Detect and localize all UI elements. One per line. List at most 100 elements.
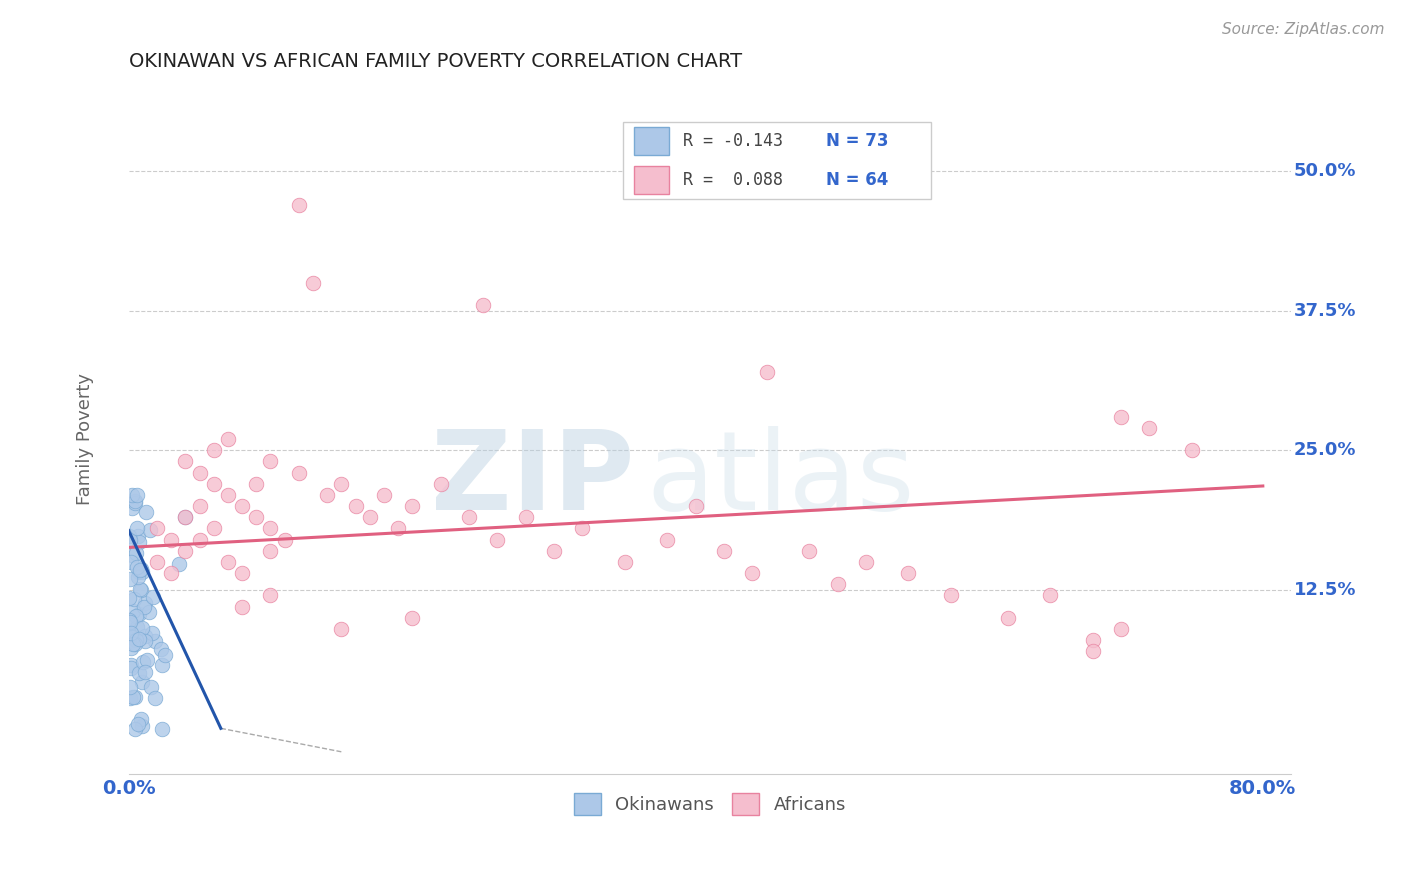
Point (657, 533, 679, 547)
Point (273, 533, 295, 547)
Point (146, 521, 169, 535)
Point (138, 606, 160, 620)
Point (259, 543, 281, 558)
Point (288, 466, 311, 480)
Point (118, 613, 141, 627)
Point (939, 589, 962, 603)
Text: ZIP: ZIP (432, 425, 634, 533)
Point (120, 640, 142, 655)
Point (120, 661, 142, 675)
Text: R = -0.143: R = -0.143 (683, 132, 783, 151)
Point (160, 533, 183, 547)
Point (121, 501, 143, 516)
Point (316, 488, 339, 502)
Point (231, 599, 253, 614)
Text: OKINAWAN VS AFRICAN FAMILY POVERTY CORRELATION CHART: OKINAWAN VS AFRICAN FAMILY POVERTY CORRE… (129, 52, 742, 70)
Point (202, 521, 225, 535)
Text: 50.0%: 50.0% (1294, 162, 1355, 180)
Point (124, 592, 146, 607)
Point (124, 496, 146, 510)
Point (1181, 443, 1204, 458)
Point (120, 628, 142, 642)
Legend: Okinawans, Africans: Okinawans, Africans (567, 786, 853, 822)
Point (217, 488, 239, 502)
Point (131, 566, 153, 580)
Point (135, 505, 157, 519)
Point (127, 521, 149, 535)
Text: Family Poverty: Family Poverty (76, 373, 94, 505)
Point (125, 632, 148, 647)
Point (344, 499, 367, 513)
Point (1137, 421, 1160, 435)
Point (134, 665, 156, 680)
Point (188, 533, 211, 547)
Point (202, 443, 225, 458)
Point (330, 622, 353, 636)
Text: atlas: atlas (645, 425, 914, 533)
Point (713, 543, 735, 558)
Text: 25.0%: 25.0% (1294, 442, 1355, 459)
Point (127, 717, 149, 731)
Point (401, 611, 423, 625)
Point (1109, 409, 1132, 424)
Point (139, 680, 162, 694)
Point (121, 549, 143, 563)
Point (897, 566, 920, 580)
Point (120, 533, 142, 547)
Point (141, 625, 163, 640)
Point (741, 566, 763, 580)
Point (288, 197, 311, 211)
Point (174, 510, 197, 524)
Point (128, 535, 150, 549)
Point (174, 454, 197, 468)
Point (136, 653, 159, 667)
Point (1109, 622, 1132, 636)
Point (202, 476, 225, 491)
Point (429, 476, 451, 491)
Point (129, 712, 152, 726)
Point (217, 432, 239, 446)
Point (127, 529, 149, 543)
Text: 37.5%: 37.5% (1294, 301, 1355, 319)
Point (150, 658, 173, 673)
Point (121, 604, 143, 618)
Point (231, 499, 253, 513)
Point (129, 563, 152, 577)
Point (827, 577, 849, 591)
Point (134, 629, 156, 643)
Point (259, 521, 281, 535)
Point (121, 630, 143, 644)
Text: R =  0.088: R = 0.088 (683, 171, 783, 189)
Point (153, 648, 176, 662)
Point (259, 589, 281, 603)
Point (401, 499, 423, 513)
Point (124, 637, 146, 651)
Point (129, 562, 152, 576)
Point (188, 499, 211, 513)
Point (543, 543, 565, 558)
Point (174, 543, 197, 558)
Point (120, 626, 142, 640)
Text: N = 64: N = 64 (827, 171, 889, 189)
Point (125, 620, 148, 634)
Point (245, 510, 267, 524)
Point (125, 560, 148, 574)
Point (131, 719, 153, 733)
Point (174, 510, 197, 524)
Point (124, 546, 146, 560)
Point (486, 533, 509, 547)
Point (1081, 644, 1104, 658)
Point (150, 723, 173, 737)
Point (132, 656, 155, 670)
Point (146, 555, 169, 569)
Point (231, 566, 253, 580)
Point (472, 298, 495, 312)
Point (755, 365, 778, 379)
Point (127, 488, 149, 502)
Point (122, 690, 145, 705)
Point (120, 657, 142, 672)
Point (118, 573, 141, 587)
Text: Source: ZipAtlas.com: Source: ZipAtlas.com (1222, 22, 1385, 37)
Point (217, 555, 239, 569)
FancyBboxPatch shape (623, 122, 931, 199)
